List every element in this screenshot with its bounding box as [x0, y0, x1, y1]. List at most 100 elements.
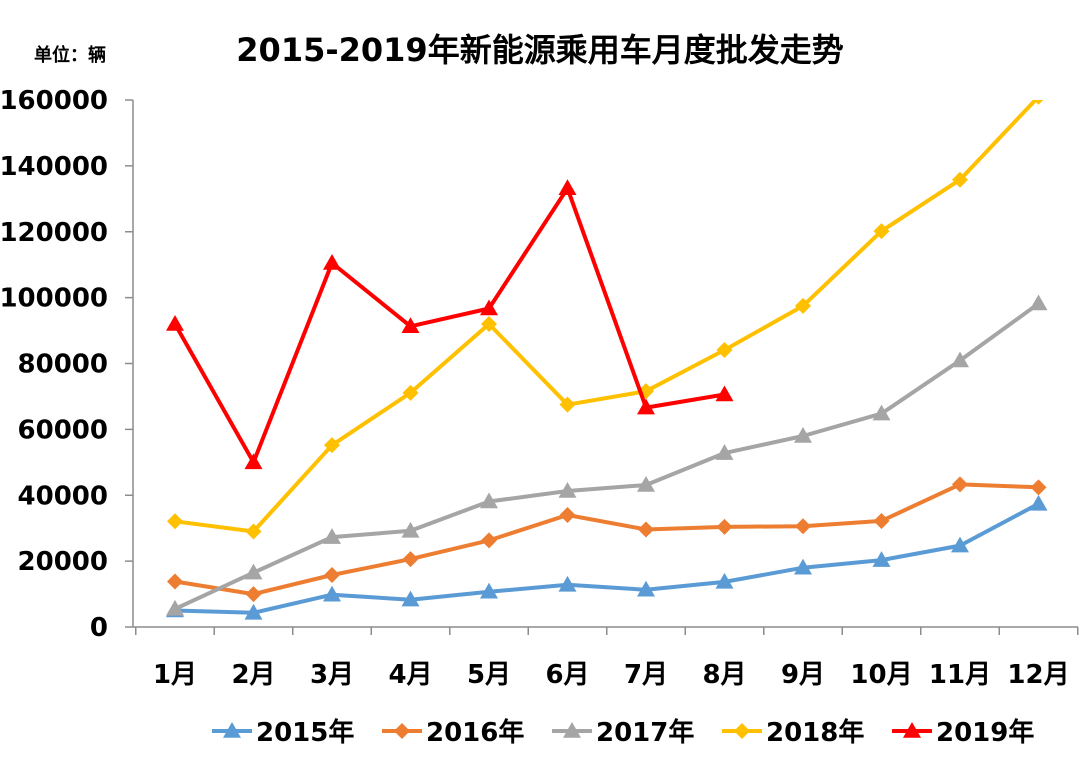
x-tick-label: 6月 [545, 660, 589, 690]
y-tick-label: 100000 [0, 284, 108, 314]
data-point [715, 444, 734, 460]
series-layer [166, 100, 1048, 620]
data-point [794, 426, 812, 443]
data-point [637, 398, 655, 415]
data-point [559, 396, 576, 413]
y-tick-label: 160000 [0, 86, 108, 116]
data-point [952, 171, 968, 188]
x-tick-label: 1月 [153, 660, 197, 690]
legend-label: 2015年 [256, 717, 354, 748]
data-point [480, 299, 498, 316]
data-point [401, 521, 420, 538]
legend-swatch-marker [734, 723, 750, 739]
series-3 [166, 294, 1048, 616]
data-point [481, 315, 497, 332]
data-point [558, 481, 577, 498]
data-point [1029, 494, 1048, 511]
data-point [245, 586, 262, 603]
data-point [872, 551, 891, 567]
data-point [167, 573, 183, 590]
data-point [244, 563, 263, 580]
legend-item: 2017年 [552, 717, 694, 748]
series-line [174, 100, 1039, 534]
x-tick-label: 2月 [231, 660, 275, 690]
data-point [873, 512, 890, 529]
data-point [402, 384, 419, 401]
data-point [167, 513, 183, 530]
data-point [323, 528, 341, 544]
y-tick-label: 0 [90, 613, 108, 643]
legend-swatch-marker [394, 723, 410, 739]
data-point [951, 536, 969, 553]
data-point [872, 404, 891, 421]
series-4 [167, 100, 1044, 540]
x-tick-label: 4月 [388, 660, 432, 690]
legend: 2015年 2016年 2017年 2018年 2019年 [212, 717, 1034, 748]
x-tick-label: 10月 [850, 660, 912, 690]
legend-swatch-marker [223, 722, 241, 738]
data-point [480, 582, 498, 599]
series-5 [166, 179, 734, 470]
data-point [558, 179, 577, 196]
data-point [166, 314, 184, 331]
x-axis: 1月 2月 3月 4月 5月 6月 7月 8月 9月 10月 11月 12月 [133, 626, 1079, 690]
series-line [174, 482, 1039, 597]
y-tick-label: 80000 [18, 350, 108, 380]
data-point [323, 585, 341, 602]
y-tick-label: 20000 [18, 547, 108, 577]
x-tick-label: 7月 [624, 660, 668, 690]
data-point [637, 476, 655, 492]
data-point [559, 507, 576, 524]
x-tick-label: 12月 [1007, 660, 1069, 690]
chart-title: 2015-2019年新能源乘用车月度批发走势 [236, 31, 843, 69]
data-point [952, 476, 968, 493]
data-point [324, 566, 340, 583]
legend-swatch-marker [563, 722, 581, 738]
data-point [245, 523, 262, 540]
data-point [638, 521, 654, 538]
data-point [637, 580, 655, 597]
data-point [715, 572, 734, 589]
series-line [174, 502, 1040, 615]
data-point [951, 351, 969, 368]
data-point [795, 297, 811, 314]
series-2 [167, 476, 1047, 603]
x-tick-label: 9月 [781, 660, 825, 690]
data-point [244, 453, 263, 470]
data-point [1033, 100, 1044, 105]
legend-label: 2018年 [766, 717, 864, 748]
y-tick-label: 60000 [18, 415, 108, 445]
legend-item: 2018年 [722, 717, 864, 748]
y-axis: 0 20000 40000 60000 80000 100000 120000 140000 1… [0, 86, 134, 643]
data-point [480, 492, 498, 509]
series-line [173, 186, 725, 465]
legend-label: 2019年 [936, 717, 1034, 748]
data-point [244, 603, 263, 620]
data-point [401, 317, 420, 334]
legend-swatch-marker [903, 722, 921, 738]
x-tick-label: 11月 [929, 660, 991, 690]
legend-item: 2015年 [212, 717, 354, 748]
x-tick-label: 3月 [310, 660, 354, 690]
data-point [795, 518, 811, 535]
data-point [716, 518, 733, 535]
series-line [174, 301, 1040, 611]
data-point [716, 341, 733, 358]
x-tick-label: 8月 [702, 660, 746, 690]
data-point [1030, 479, 1047, 496]
legend-label: 2016年 [426, 717, 524, 748]
series-1 [166, 494, 1048, 620]
data-point [481, 532, 497, 549]
legend-item: 2016年 [382, 717, 524, 748]
data-point [558, 575, 577, 592]
x-tick-label: 5月 [467, 660, 511, 690]
y-tick-label: 140000 [0, 152, 108, 182]
data-point [401, 590, 420, 607]
data-point [402, 551, 419, 568]
y-tick-label: 120000 [0, 218, 108, 248]
data-point [324, 437, 340, 454]
legend-label: 2017年 [596, 717, 694, 748]
y-tick-label: 40000 [18, 481, 108, 511]
data-point [794, 558, 812, 575]
